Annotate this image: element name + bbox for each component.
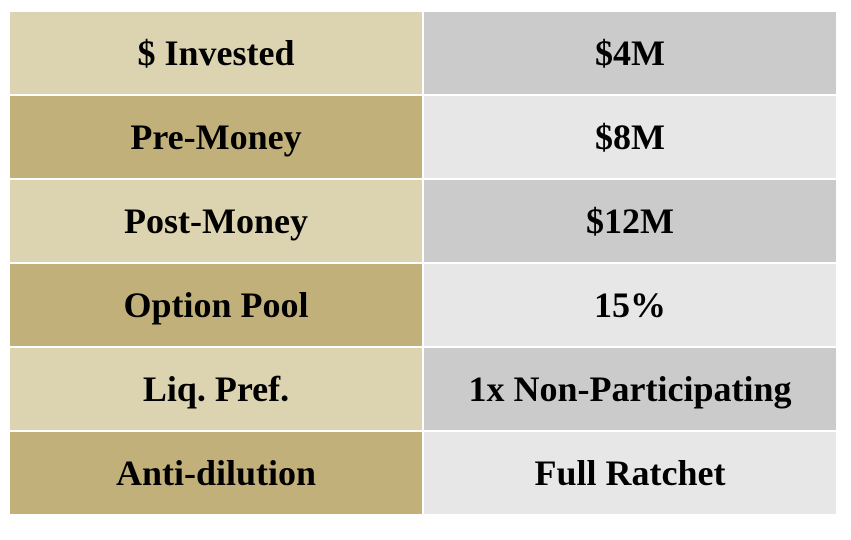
table-row: Post-Money $12M <box>8 178 838 264</box>
term-value: $12M <box>422 178 838 264</box>
term-label: Post-Money <box>8 178 424 264</box>
table-row: $ Invested $4M <box>8 10 838 96</box>
table-row: Option Pool 15% <box>8 262 838 348</box>
term-value: 15% <box>422 262 838 348</box>
table-row: Anti-dilution Full Ratchet <box>8 430 838 516</box>
term-label: Anti-dilution <box>8 430 424 516</box>
term-value: $4M <box>422 10 838 96</box>
term-table: $ Invested $4M Pre-Money $8M Post-Money $12M O… <box>8 10 838 516</box>
term-label: Liq. Pref. <box>8 346 424 432</box>
term-value: Full Ratchet <box>422 430 838 516</box>
term-value: 1x Non-Participating <box>422 346 838 432</box>
table-row: Pre-Money $8M <box>8 94 838 180</box>
term-value: $8M <box>422 94 838 180</box>
term-label: Option Pool <box>8 262 424 348</box>
term-label: $ Invested <box>8 10 424 96</box>
term-label: Pre-Money <box>8 94 424 180</box>
table-row: Liq. Pref. 1x Non-Participating <box>8 346 838 432</box>
